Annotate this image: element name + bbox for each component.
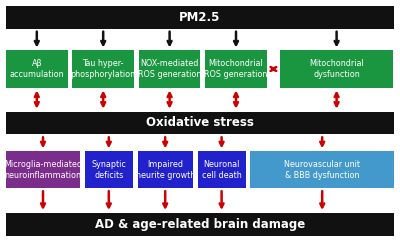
Text: Aβ
accumulation: Aβ accumulation: [10, 59, 64, 79]
Bar: [198, 151, 246, 188]
Text: Tau hyper-
phosphorylation: Tau hyper- phosphorylation: [71, 59, 136, 79]
Bar: [139, 50, 200, 88]
Text: Synaptic
deficits: Synaptic deficits: [91, 160, 126, 180]
Text: Neurovascular unit
& BBB dysfunction: Neurovascular unit & BBB dysfunction: [284, 160, 360, 180]
Text: NOX-mediated
ROS generation: NOX-mediated ROS generation: [138, 59, 201, 79]
Bar: [72, 50, 134, 88]
Text: PM2.5: PM2.5: [179, 11, 221, 24]
Bar: [6, 151, 80, 188]
Bar: [85, 151, 133, 188]
Bar: [280, 50, 393, 88]
Text: Microglia-mediated
neuroinflammation: Microglia-mediated neuroinflammation: [4, 160, 82, 180]
Text: Oxidative stress: Oxidative stress: [146, 116, 254, 130]
Bar: [6, 213, 394, 236]
Bar: [6, 6, 394, 29]
Bar: [205, 50, 267, 88]
Bar: [250, 151, 394, 188]
Text: Neuronal
cell death: Neuronal cell death: [202, 160, 242, 180]
Text: Mitochondrial
ROS generation: Mitochondrial ROS generation: [204, 59, 268, 79]
Bar: [6, 50, 68, 88]
Bar: [138, 151, 193, 188]
Text: AD & age-related brain damage: AD & age-related brain damage: [95, 218, 305, 231]
Bar: [6, 112, 394, 134]
Text: Mitochondrial
dysfunction: Mitochondrial dysfunction: [309, 59, 364, 79]
Text: Impaired
neurite growth: Impaired neurite growth: [136, 160, 195, 180]
